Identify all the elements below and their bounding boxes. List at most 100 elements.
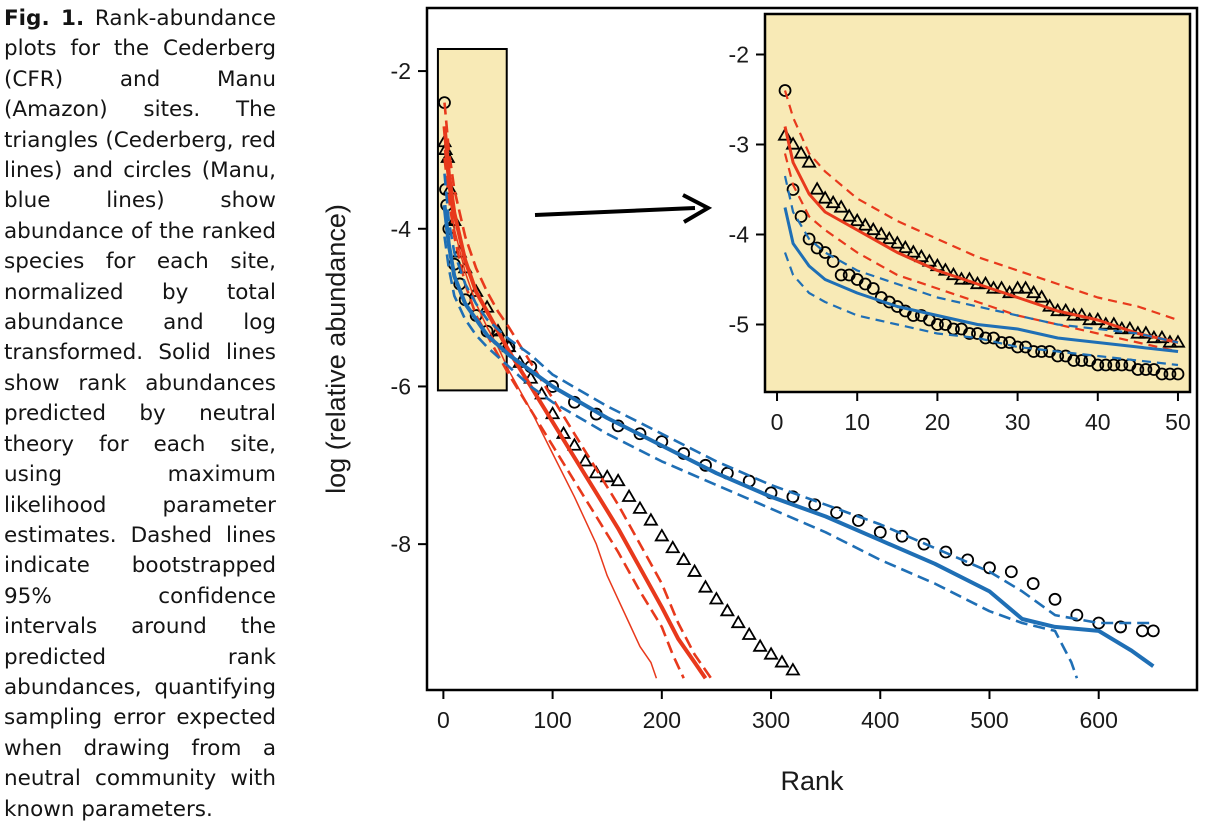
main-manu-point-23	[786, 490, 800, 504]
main-cederberg-point-28	[697, 579, 714, 593]
main-xtick-label-300: 300	[752, 707, 790, 733]
main-cederberg-point-20	[610, 472, 626, 487]
zoom-arrow	[534, 193, 713, 224]
inset-cederberg-point-7	[833, 199, 849, 213]
main-xtick-label-500: 500	[970, 707, 1008, 733]
inset-cederberg-point-16	[905, 244, 921, 258]
main-xtick-label-200: 200	[643, 707, 681, 733]
inset-manu-point-45	[1139, 363, 1153, 376]
main-cederberg-point-24	[654, 528, 670, 542]
inset-manu-point-40	[1099, 358, 1113, 372]
main-manu-point-27	[873, 525, 887, 539]
inset-manu-point-44	[1131, 363, 1145, 376]
inset-xtick-label-30: 30	[1005, 409, 1031, 435]
main-manu-point-30	[939, 545, 953, 559]
main-ytick-label--8: -8	[391, 531, 411, 557]
inset-manu-point-2	[794, 210, 808, 223]
inset-manu-point-47	[1155, 367, 1169, 381]
main-xtick-label-600: 600	[1080, 707, 1118, 733]
main-ytick-label--4: -4	[391, 216, 412, 242]
inset-manu-point-32	[1035, 345, 1049, 358]
main-manu-point-38	[1114, 620, 1127, 634]
main-ytick-label--2: -2	[391, 58, 411, 84]
main-manu-point-33	[1004, 565, 1018, 579]
inset-xtick-label-50: 50	[1165, 409, 1191, 435]
inset-cederberg-point-2	[793, 145, 809, 159]
inset-cederberg-solid-line-0	[783, 126, 1179, 344]
inset-cederberg-point-4	[809, 181, 825, 195]
inset-cederberg-point-3	[801, 154, 817, 168]
main-ytick-label--6: -6	[391, 373, 411, 399]
inset-cederberg-point-29	[1009, 280, 1026, 294]
inset-manu-dashed-line-4	[783, 175, 1179, 344]
inset-cederberg-point-45	[1138, 325, 1154, 339]
main-manu-point-25	[830, 506, 843, 520]
inset-manu-points	[778, 84, 1185, 381]
main-xtick-label-0: 0	[437, 707, 450, 733]
inset-manu-point-19	[931, 318, 944, 331]
main-xtick-label-400: 400	[861, 707, 899, 733]
main-manu-point-34	[1026, 577, 1040, 590]
main-manu-point-36	[1070, 608, 1084, 622]
main-cederberg-point-30	[719, 603, 735, 617]
main-x-axis-title: Rank	[780, 766, 844, 796]
inset-manu-point-5	[818, 246, 832, 259]
main-y-axis-title: log (relative abundance)	[321, 204, 351, 494]
inset-manu-point-39	[1091, 358, 1105, 372]
main-cederberg-point-7	[468, 283, 484, 297]
main-cederberg-point-32	[741, 626, 757, 640]
main-manu-dashed-line-5	[443, 173, 1154, 625]
inset-manu-point-11	[866, 282, 880, 295]
inset-cederberg-point-13	[881, 230, 897, 245]
inset-manu-point-3	[802, 232, 816, 246]
main-manu-point-24	[808, 498, 822, 512]
inset-ytick-label--2: -2	[729, 42, 749, 68]
main-manu-point-35	[1048, 592, 1062, 606]
inset-plot-area	[777, 84, 1186, 381]
inset-manu-point-37	[1075, 354, 1089, 367]
main-manu-point-29	[917, 537, 931, 551]
caption-label: Fig. 1.	[4, 6, 85, 31]
main-cederberg-point-26	[676, 551, 692, 565]
inset-ytick-label--4: -4	[729, 222, 750, 248]
inset-manu-point-7	[834, 268, 848, 282]
inset-cederberg-point-32	[1034, 289, 1050, 303]
inset-cederberg-dashed-line-2	[783, 153, 1179, 353]
main-cederberg-point-34	[763, 646, 779, 660]
main-cederberg-thin-line-3	[443, 149, 658, 679]
inset-manu-point-31	[1027, 345, 1041, 358]
main-cederberg-point-21	[621, 488, 637, 502]
main-manu-point-12	[546, 380, 560, 393]
main-cederberg-point-25	[665, 540, 681, 554]
inset-cederberg-point-17	[913, 248, 929, 263]
inset-manu-point-41	[1107, 358, 1121, 372]
inset-cederberg-point-9	[849, 212, 865, 227]
inset-manu-point-48	[1163, 367, 1177, 381]
inset-xtick-label-40: 40	[1085, 409, 1111, 435]
main-cederberg-point-33	[752, 638, 768, 652]
inset-manu-point-0	[778, 84, 792, 97]
inset-cederberg-point-10	[857, 217, 873, 231]
main-cederberg-solid-line-0	[442, 126, 708, 680]
main-xtick-label-100: 100	[533, 707, 571, 733]
caption-text: Rank-abundance plots for the Cederberg (…	[4, 6, 276, 822]
main-manu-dashed-line-6	[443, 236, 1079, 679]
inset-manu-point-42	[1115, 358, 1129, 372]
inset-cederberg-point-31	[1026, 284, 1042, 299]
main-manu-solid-line-4	[442, 204, 1155, 668]
inset-cederberg-point-30	[1018, 280, 1034, 294]
main-cederberg-point-22	[632, 500, 648, 514]
inset-manu-solid-line-3	[783, 207, 1179, 353]
main-cederberg-point-9	[490, 323, 506, 337]
main-cederberg-point-29	[708, 591, 725, 605]
inset-ytick-label--5: -5	[729, 312, 749, 338]
inset-xtick-label-0: 0	[771, 409, 784, 435]
inset-xtick-label-20: 20	[925, 409, 951, 435]
main-cederberg-point-17	[577, 453, 593, 467]
inset-manu-dashed-line-5	[783, 252, 1179, 367]
inset-cederberg-point-12	[873, 226, 889, 240]
main-manu-point-26	[852, 514, 865, 527]
main-manu-point-40	[1146, 624, 1160, 638]
main-cederberg-point-35	[774, 654, 790, 668]
